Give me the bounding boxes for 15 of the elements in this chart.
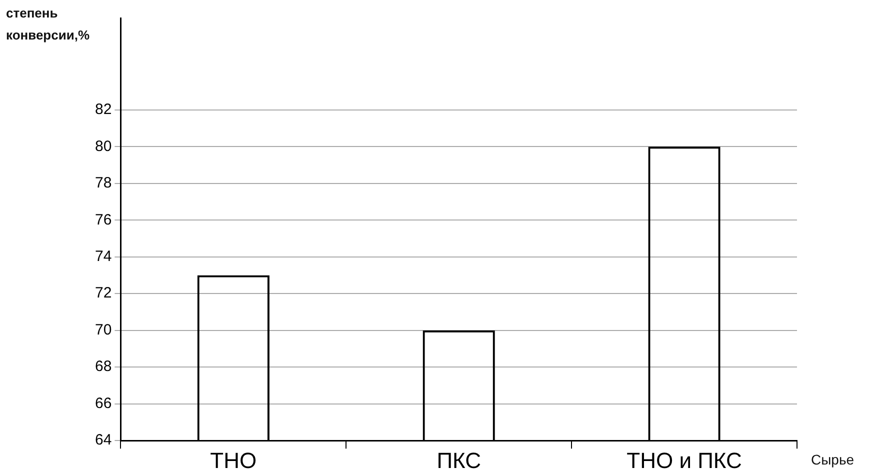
y-tick-label: 80 xyxy=(94,138,112,155)
y-tick-label: 70 xyxy=(94,321,112,338)
x-tick-label: ТНО xyxy=(210,448,257,473)
x-tick-label: ПКС xyxy=(436,448,482,473)
y-tick-label: 72 xyxy=(94,284,112,302)
x-axis-title: Сырье xyxy=(811,451,854,468)
y-tick-label: 78 xyxy=(94,174,112,192)
y-tick-label: 64 xyxy=(94,432,112,449)
y-tick-label: 68 xyxy=(94,358,112,376)
y-tick-label: 66 xyxy=(94,394,112,412)
y-tick-label: 74 xyxy=(94,248,112,265)
y-tick-label: 82 xyxy=(94,101,112,118)
y-tick-label: 76 xyxy=(94,211,112,228)
y-axis-title: степень конверсии,% xyxy=(6,6,90,43)
x-tick-label: ТНО и ПКС xyxy=(626,448,742,473)
